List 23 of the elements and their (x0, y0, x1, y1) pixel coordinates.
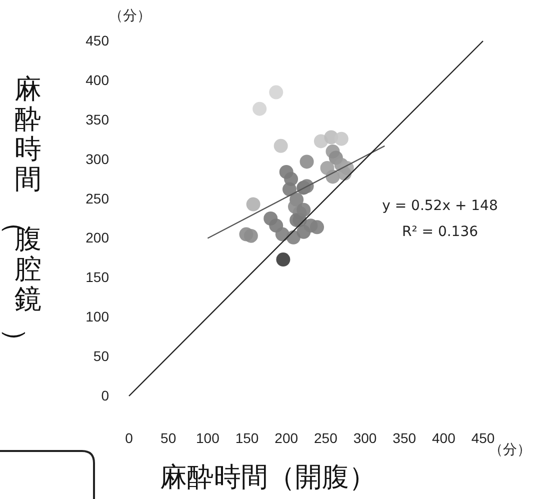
y-tick-label: 400 (86, 72, 110, 88)
annotation: R² = 0.136 (402, 224, 478, 240)
y-tick-label: 450 (86, 32, 110, 48)
annotation: y = 0.52x + 148 (382, 198, 498, 214)
x-tick-label: 50 (160, 430, 176, 446)
x-tick-label: 350 (392, 430, 416, 446)
x-tick-label: 400 (432, 430, 456, 446)
y-tick-label: 100 (86, 308, 110, 325)
x-tick-label: 100 (196, 430, 220, 446)
x-tick-label: 200 (274, 430, 298, 446)
y-tick-label: 200 (86, 230, 110, 246)
y-tick-label: 250 (86, 190, 110, 206)
x-tick-label: 0 (125, 430, 134, 446)
text: （分） (109, 8, 151, 24)
y-tick-label: 300 (86, 150, 110, 167)
x-tick-label: 300 (353, 430, 377, 446)
y-tick-label: 150 (86, 269, 110, 286)
y-tick-label: 0 (101, 387, 110, 404)
x-axis-title: 麻酔時間（開腹） (160, 462, 376, 493)
x-tick-label: 150 (235, 430, 259, 446)
x-tick-label: 250 (314, 430, 338, 446)
y-tick-label: 350 (86, 111, 110, 128)
y-tick-label: 50 (93, 348, 110, 364)
